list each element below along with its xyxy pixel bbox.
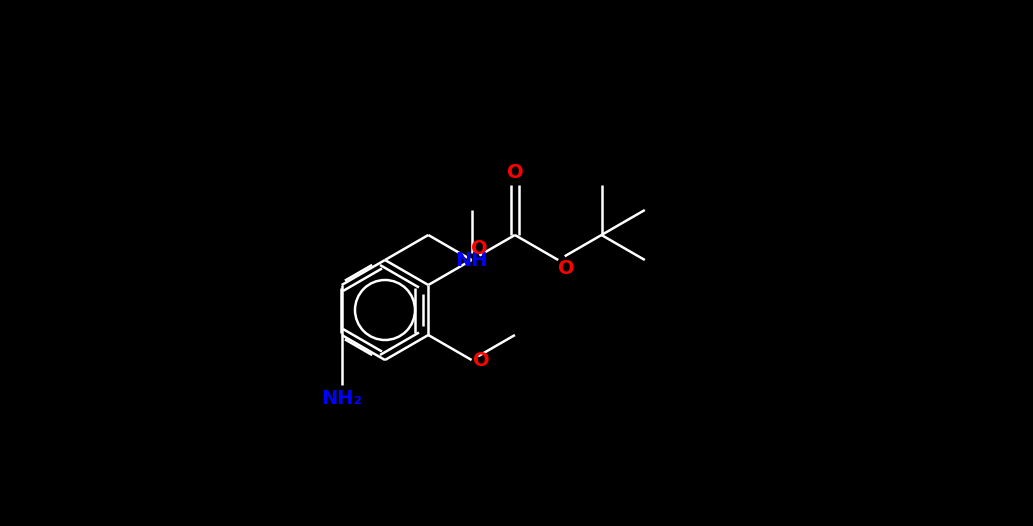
Text: O: O [473, 350, 490, 369]
Text: O: O [471, 238, 488, 258]
Text: O: O [558, 258, 574, 278]
Text: NH: NH [456, 250, 488, 269]
Text: NH₂: NH₂ [321, 389, 363, 409]
Text: O: O [506, 164, 524, 183]
